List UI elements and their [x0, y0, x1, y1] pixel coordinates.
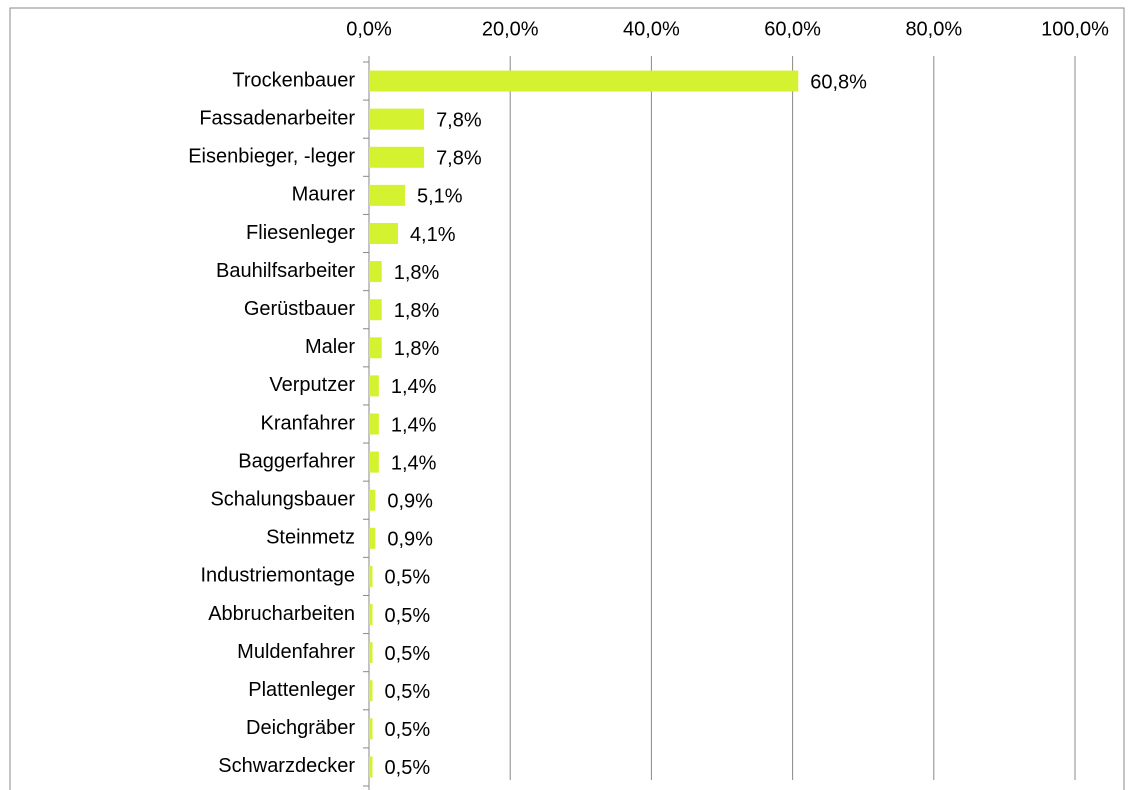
bar	[369, 261, 382, 283]
y-tick-label: Maler	[305, 336, 355, 358]
data-label: 1,8%	[394, 338, 440, 360]
data-label: 1,4%	[391, 376, 437, 398]
bar	[369, 413, 379, 435]
bar	[369, 337, 382, 359]
x-tick-label: 20,0%	[482, 18, 539, 40]
y-tick-label: Baggerfahrer	[238, 450, 355, 472]
data-label: 0,9%	[387, 529, 433, 551]
y-tick-label: Abbrucharbeiten	[208, 603, 355, 625]
bar	[369, 222, 398, 244]
bar	[369, 756, 373, 778]
y-tick-label: Gerüstbauer	[244, 298, 356, 320]
bar	[369, 146, 425, 168]
data-label: 7,8%	[436, 148, 482, 170]
x-tick-label: 80,0%	[905, 18, 962, 40]
bar	[369, 108, 425, 130]
y-tick-label: Trockenbauer	[232, 69, 355, 91]
y-tick-label: Fassadenarbeiter	[199, 107, 355, 129]
x-tick-label: 0,0%	[346, 18, 392, 40]
y-tick-label: Fliesenleger	[246, 222, 355, 244]
data-label: 1,8%	[394, 262, 440, 284]
data-label: 60,8%	[810, 71, 867, 93]
y-tick-label: Schwarzdecker	[218, 755, 355, 777]
y-tick-label: Plattenleger	[248, 679, 355, 701]
bar	[369, 718, 373, 740]
y-tick-label: Steinmetz	[266, 527, 355, 549]
bar	[369, 451, 379, 473]
y-tick-label: Deichgräber	[246, 717, 355, 739]
x-tick-label: 100,0%	[1041, 18, 1109, 40]
bar	[369, 604, 373, 626]
data-label: 0,5%	[385, 681, 431, 703]
data-label: 0,5%	[385, 605, 431, 627]
x-tick-label: 40,0%	[623, 18, 680, 40]
y-tick-label: Maurer	[292, 184, 356, 206]
bar	[369, 642, 373, 664]
data-label: 5,1%	[417, 186, 463, 208]
data-label: 0,5%	[385, 757, 431, 779]
data-label: 0,5%	[385, 719, 431, 741]
data-label: 7,8%	[436, 109, 482, 131]
data-label: 1,4%	[391, 414, 437, 436]
data-label: 0,9%	[387, 490, 433, 512]
data-label: 0,5%	[385, 643, 431, 665]
bar	[369, 527, 376, 549]
data-label: 4,1%	[410, 224, 456, 246]
y-tick-label: Bauhilfsarbeiter	[216, 260, 355, 282]
data-label: 1,8%	[394, 300, 440, 322]
chart-border	[9, 7, 1125, 790]
bar	[369, 375, 379, 397]
y-tick-label: Eisenbieger, -leger	[188, 146, 355, 168]
y-tick-label: Kranfahrer	[261, 412, 356, 434]
bar	[369, 184, 406, 206]
y-tick-label: Muldenfahrer	[237, 641, 355, 663]
bar	[369, 489, 376, 511]
data-label: 1,4%	[391, 452, 437, 474]
bar	[369, 70, 799, 92]
bar	[369, 680, 373, 702]
y-tick-label: Schalungsbauer	[210, 488, 355, 510]
data-label: 0,5%	[385, 567, 431, 589]
y-tick-label: Industriemontage	[200, 565, 355, 587]
y-tick-label: Verputzer	[269, 374, 355, 396]
bar	[369, 565, 373, 587]
bar	[369, 299, 382, 321]
x-tick-label: 60,0%	[764, 18, 821, 40]
